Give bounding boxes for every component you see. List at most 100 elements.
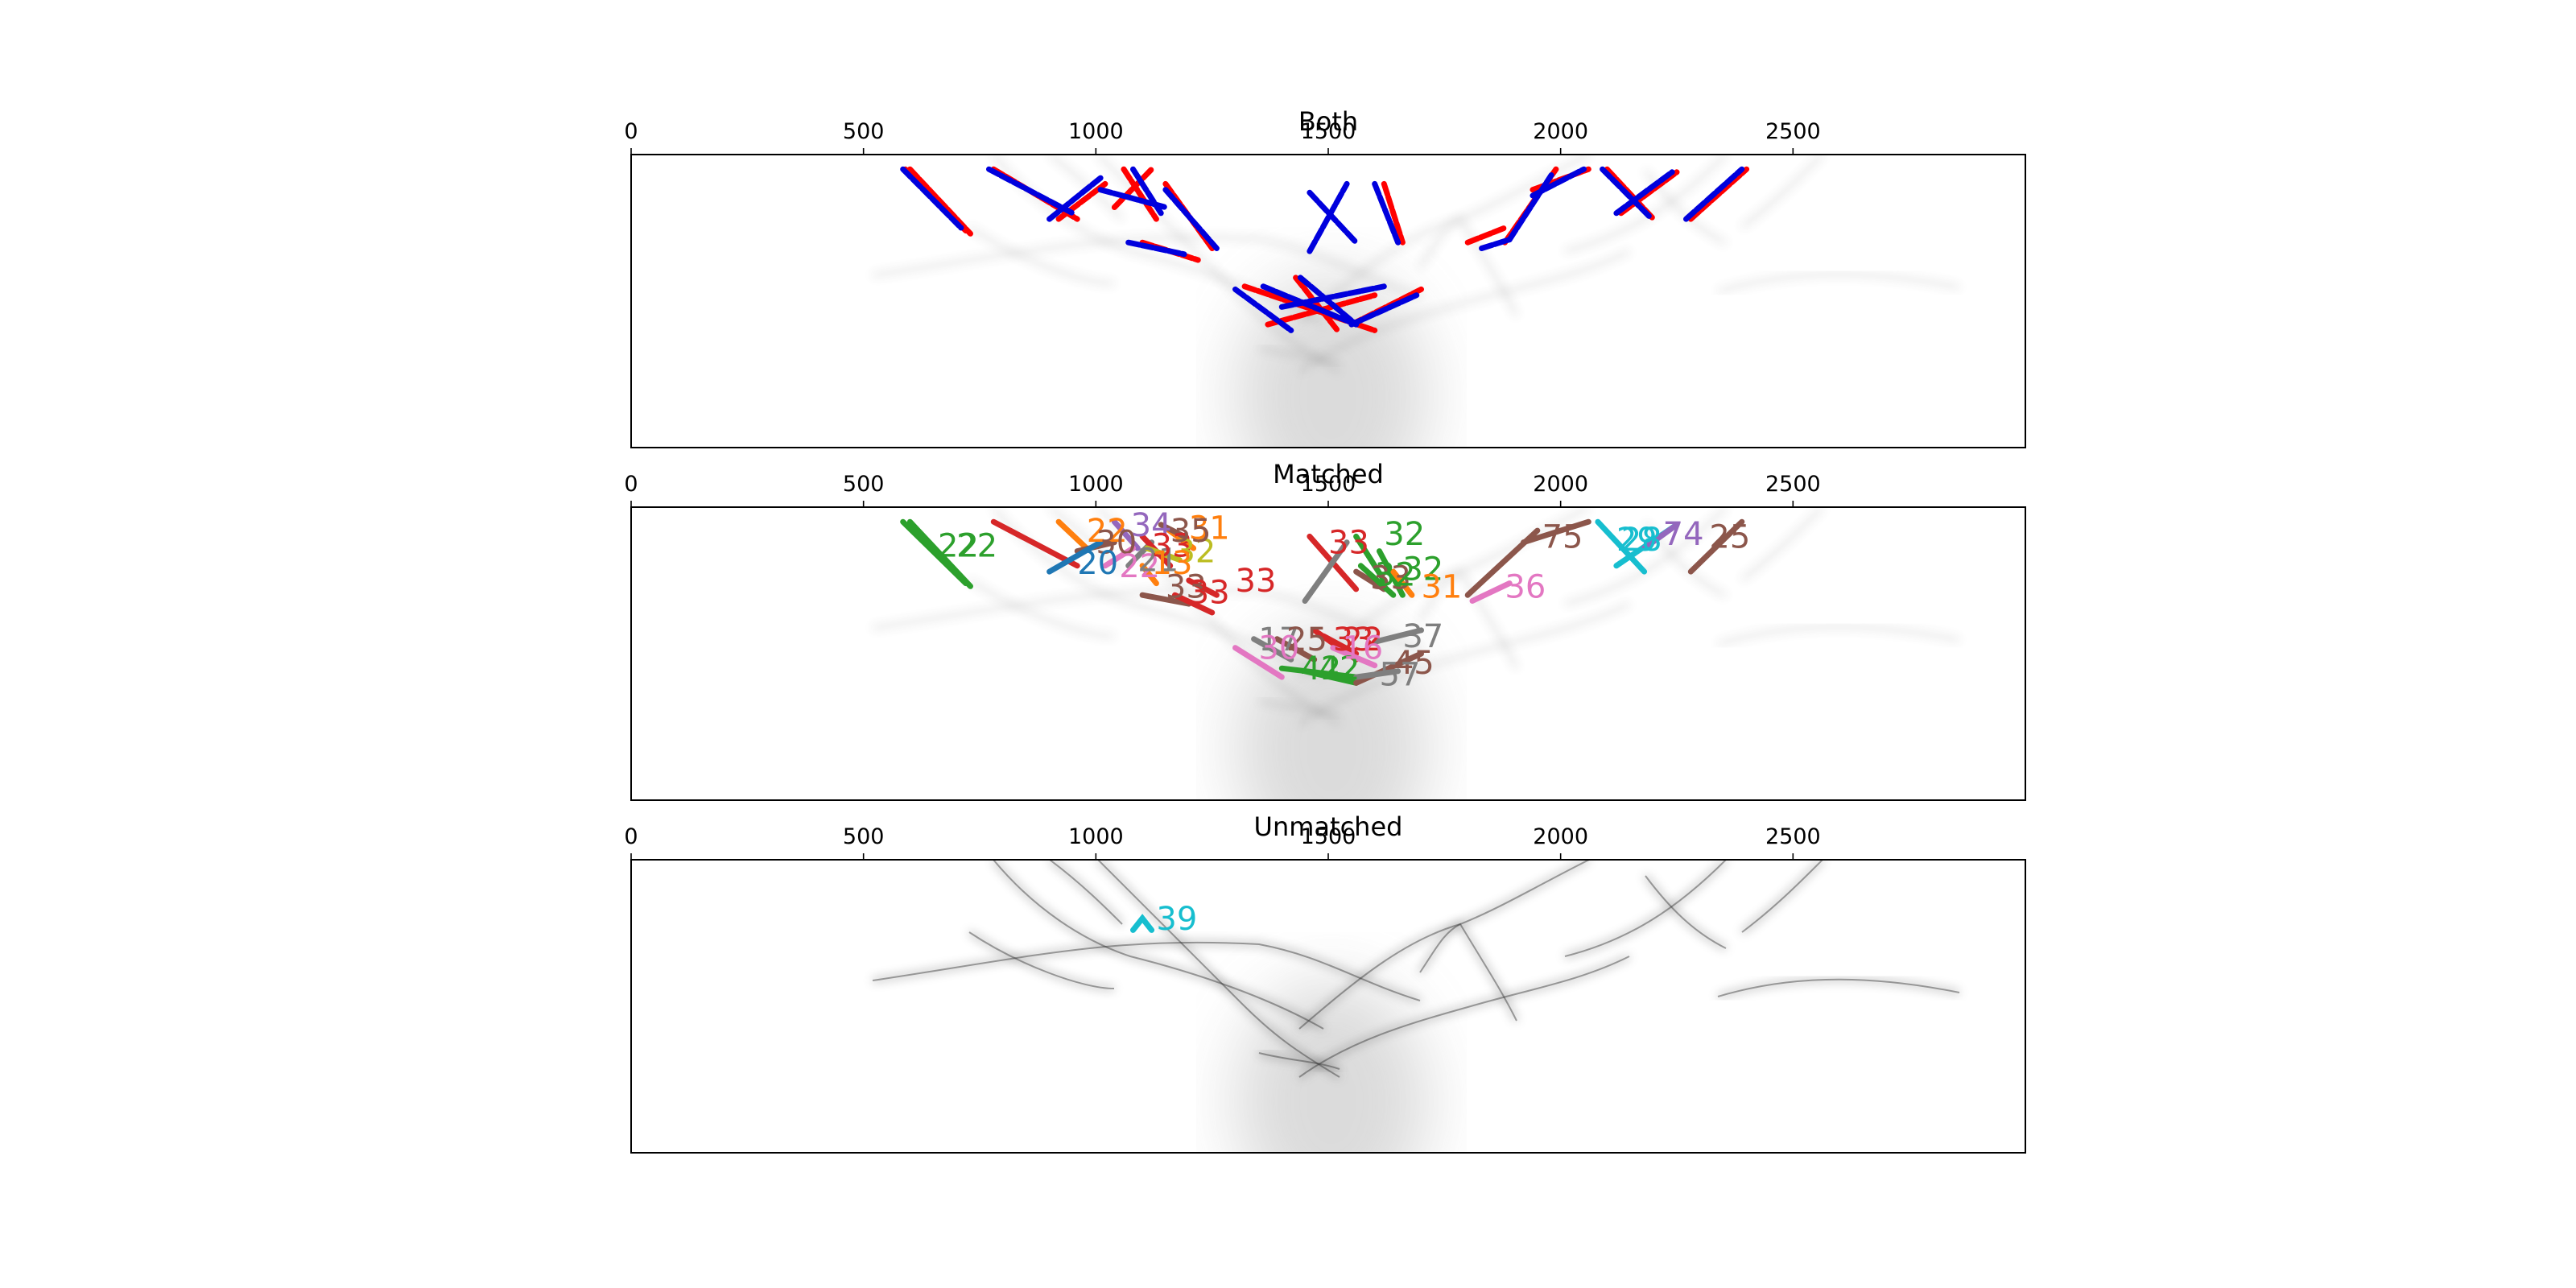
track [1330, 645, 1378, 669]
track-label: 22 [1119, 548, 1160, 585]
pick-segment [1348, 292, 1420, 328]
x-tick-label: 500 [843, 472, 885, 497]
x-tick-label: 2000 [1533, 824, 1588, 849]
pick-segment [1162, 187, 1220, 251]
track-label: 28 [1621, 522, 1662, 559]
track [1353, 533, 1387, 584]
track [1158, 522, 1187, 539]
track [1055, 518, 1090, 551]
track [1102, 545, 1136, 569]
track-label: 13 [1152, 545, 1193, 582]
track [1320, 633, 1360, 657]
track-line [1595, 518, 1648, 575]
track-label: 17 [1258, 621, 1299, 658]
wavefield-curve [1048, 507, 1124, 573]
x-tick-label: 1500 [1301, 119, 1356, 144]
wavefield-curve [968, 931, 1115, 990]
pick-segment [1506, 172, 1554, 243]
track [1130, 914, 1155, 933]
wavefield-curve-core [993, 860, 1324, 1030]
track-line [1046, 539, 1104, 575]
wavefield-curve [1644, 169, 1727, 245]
smear [1235, 980, 1428, 1153]
wavefield-curve [1258, 346, 1340, 365]
wavefield-curve [1096, 860, 1341, 1079]
track-label: 33 [1189, 575, 1230, 612]
track [1390, 568, 1415, 598]
track [1357, 563, 1397, 598]
x-tick-label: 2500 [1765, 472, 1821, 497]
track-line [1330, 645, 1378, 669]
pick-segment [1232, 286, 1294, 333]
track-label: 33 [1152, 527, 1193, 564]
wavefield-curve [1258, 699, 1340, 718]
wavefield-curve-core [1741, 860, 1823, 933]
plot-frame [630, 154, 2026, 448]
track-line [1353, 533, 1387, 584]
panel-title: Unmatched [1254, 811, 1403, 842]
wavefield-curve-core [968, 931, 1115, 989]
track-label: 36 [1505, 568, 1546, 605]
x-tick-label: 1500 [1301, 824, 1356, 849]
wavefield-curve-core [1717, 978, 1960, 997]
track-label: 74 [1663, 516, 1704, 553]
track-line [1232, 645, 1285, 680]
wavefield-curve [1717, 625, 1960, 646]
track [1274, 636, 1318, 663]
pick-segment [1055, 180, 1108, 222]
x-tick-label: 2500 [1765, 119, 1821, 144]
track-label: 22 [956, 527, 997, 564]
pick-segment [1683, 166, 1745, 222]
wavefield-curve [1048, 860, 1124, 926]
track-label: 29 [1616, 522, 1657, 559]
panel-title: Matched [1273, 459, 1384, 489]
track-label: 45 [1393, 645, 1435, 682]
wavefield-curve [1048, 155, 1124, 221]
track-line [1111, 518, 1141, 551]
track [1232, 645, 1285, 680]
wavefield-curve [1740, 155, 1824, 229]
track-label: 22 [938, 527, 979, 564]
track [1139, 592, 1192, 607]
pick-segment [1372, 180, 1402, 246]
track-line [1320, 633, 1360, 657]
plot-area [872, 155, 1960, 448]
track-line [1172, 592, 1216, 616]
track-label: 32 [1384, 516, 1425, 553]
track-label: 75 [1542, 518, 1583, 555]
pick-segment [1111, 166, 1155, 210]
track-label: 22 [1087, 513, 1128, 550]
wavefield-curve [1740, 507, 1824, 581]
pick-segment [1464, 225, 1508, 246]
pick-segment [1297, 275, 1360, 328]
wavefield-curve [1564, 860, 1728, 958]
wavefield-curve-core [1097, 860, 1340, 1078]
track-line [1130, 914, 1155, 933]
pick-segment [1381, 180, 1406, 246]
wavefield-curve [992, 860, 1324, 1030]
track [1521, 518, 1591, 546]
track-label: 20 [1077, 545, 1118, 582]
track-line [1139, 592, 1192, 607]
pick-segment [1121, 166, 1159, 222]
x-tick-label: 2500 [1765, 824, 1821, 849]
wavefield-curve [1717, 272, 1960, 293]
track-label: 31 [1189, 510, 1230, 547]
track [1595, 518, 1648, 575]
pick-segment [1046, 175, 1104, 222]
x-tick-label: 2000 [1533, 119, 1588, 144]
wavefield-curve-core [1049, 860, 1123, 925]
wavefield-curve [968, 225, 1115, 285]
x-tick-label: 1000 [1068, 472, 1124, 497]
track-line [1144, 545, 1183, 563]
wavefield-curve [1644, 522, 1727, 597]
pick-segment [1293, 275, 1340, 333]
track-line [1521, 518, 1591, 546]
track-label: 30 [1258, 630, 1299, 667]
wavefield-curve [1298, 955, 1630, 1079]
pick-segment [906, 166, 973, 237]
track-line [1469, 580, 1513, 604]
track [1186, 577, 1220, 598]
